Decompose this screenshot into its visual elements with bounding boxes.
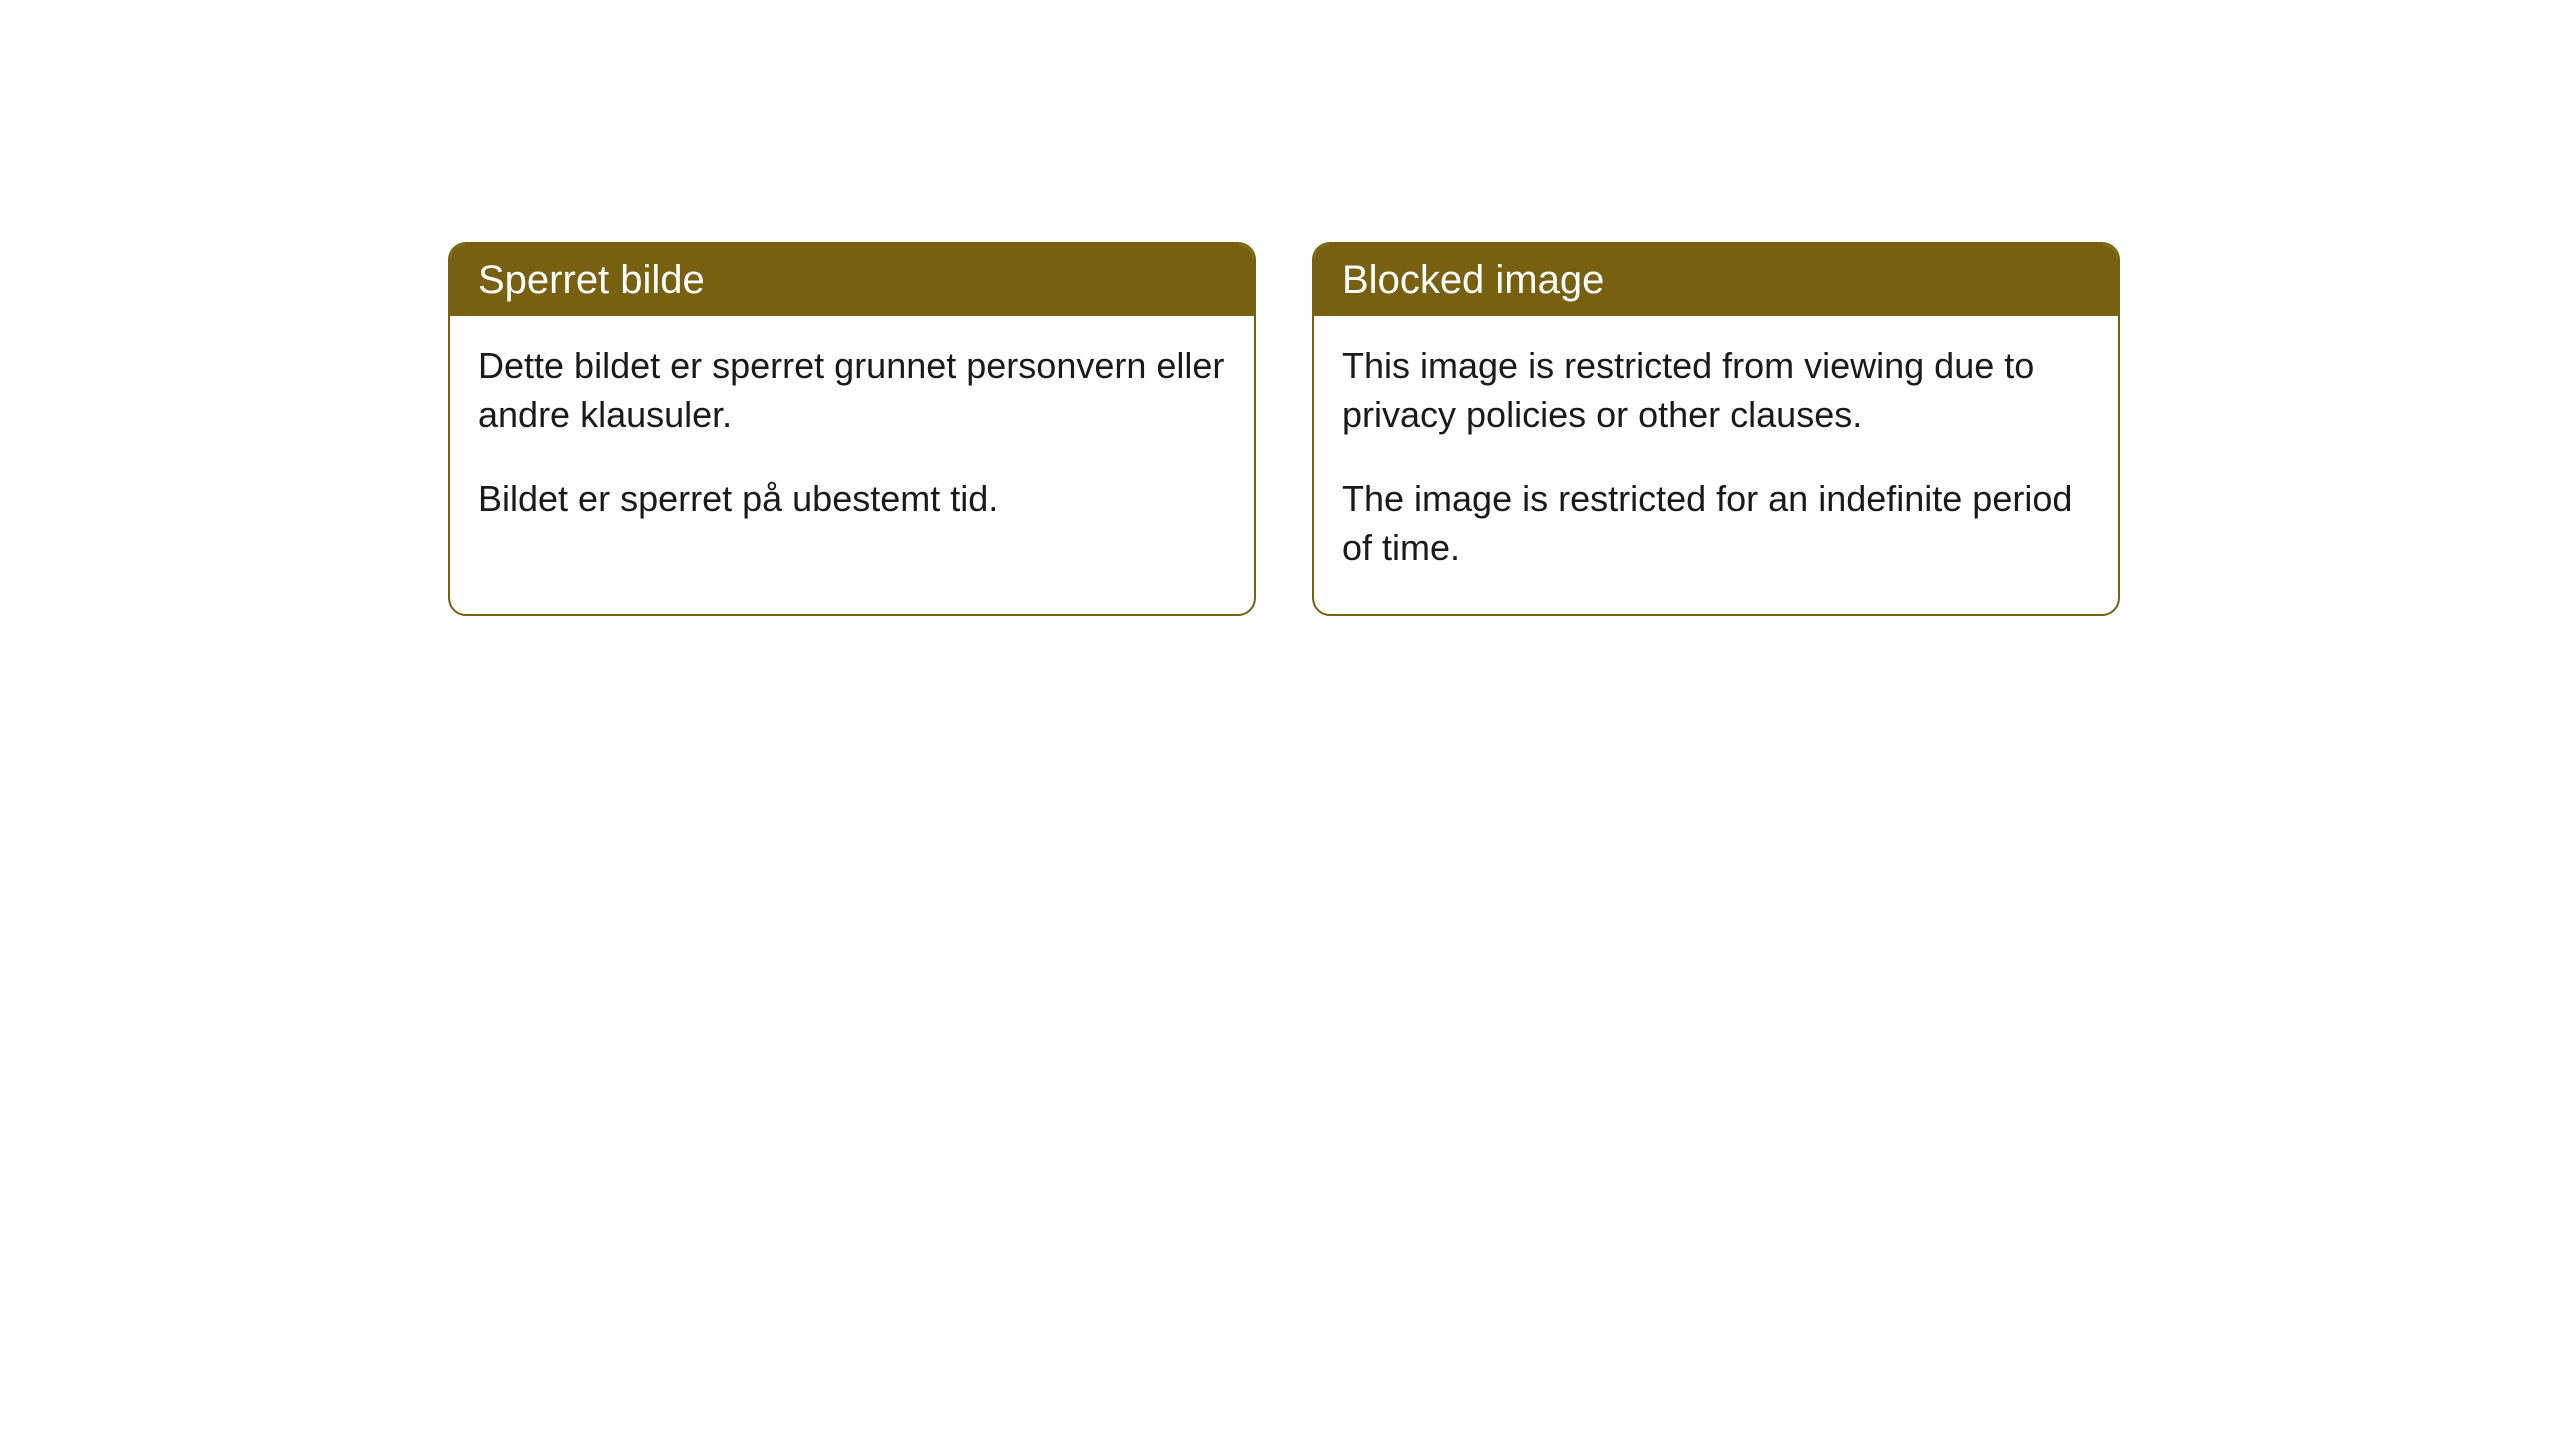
card-text-line: Dette bildet er sperret grunnet personve… (478, 342, 1226, 439)
card-body: This image is restricted from viewing du… (1314, 316, 2118, 614)
card-text-line: Bildet er sperret på ubestemt tid. (478, 475, 1226, 524)
blocked-image-card-en: Blocked image This image is restricted f… (1312, 242, 2120, 616)
blocked-image-card-no: Sperret bilde Dette bildet er sperret gr… (448, 242, 1256, 616)
card-text-line: The image is restricted for an indefinit… (1342, 475, 2090, 572)
card-header: Blocked image (1314, 244, 2118, 316)
notice-container: Sperret bilde Dette bildet er sperret gr… (0, 0, 2560, 616)
card-body: Dette bildet er sperret grunnet personve… (450, 316, 1254, 566)
card-text-line: This image is restricted from viewing du… (1342, 342, 2090, 439)
card-header: Sperret bilde (450, 244, 1254, 316)
